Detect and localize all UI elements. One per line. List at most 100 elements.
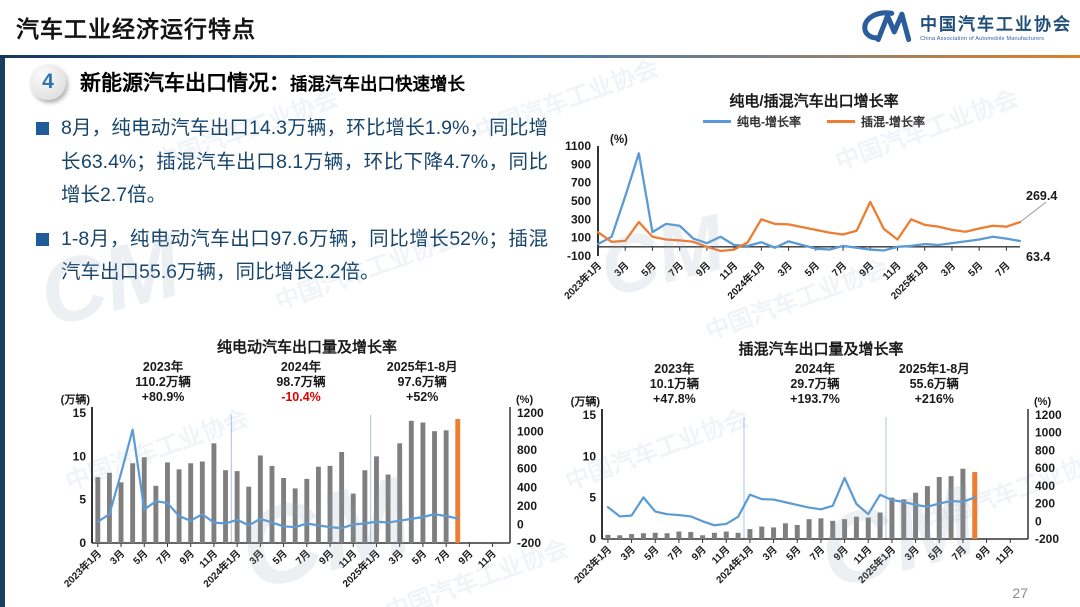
caam-logo: 中国汽车工业协会 China Association of Automobile…: [858, 5, 1072, 47]
page-number: 27: [1012, 585, 1028, 601]
svg-text:10: 10: [73, 449, 87, 463]
svg-text:15: 15: [583, 408, 597, 422]
svg-text:800: 800: [1035, 443, 1055, 457]
svg-text:600: 600: [1035, 461, 1055, 475]
svg-text:2024年: 2024年: [795, 361, 836, 376]
svg-text:5月: 5月: [966, 260, 985, 279]
svg-text:5月: 5月: [642, 544, 661, 563]
svg-text:200: 200: [517, 499, 537, 513]
svg-text:+216%: +216%: [915, 392, 954, 406]
svg-text:1000: 1000: [517, 425, 544, 439]
svg-text:9月: 9月: [857, 260, 876, 279]
svg-text:(%): (%): [610, 134, 628, 146]
svg-text:900: 900: [571, 157, 591, 171]
svg-text:+193.7%: +193.7%: [790, 392, 840, 406]
svg-text:5月: 5月: [131, 548, 150, 567]
svg-text:11月: 11月: [881, 260, 904, 283]
svg-text:7月: 7月: [293, 548, 312, 567]
svg-text:600: 600: [517, 462, 537, 476]
svg-text:97.6万辆: 97.6万辆: [398, 374, 448, 389]
svg-text:-100: -100: [567, 249, 591, 263]
legend-line-swatch: [703, 120, 731, 123]
svg-text:29.7万辆: 29.7万辆: [790, 376, 840, 391]
chart-export-growth-rate: 纯电/插混汽车出口增长率 纯电-增长率 插混-增长率 (%) 1100 900 700 5…: [552, 90, 1076, 315]
svg-text:7月: 7月: [808, 544, 827, 563]
svg-text:10.1万辆: 10.1万辆: [650, 376, 700, 391]
svg-text:(万辆): (万辆): [571, 394, 601, 408]
svg-text:5月: 5月: [802, 260, 821, 279]
svg-text:-10.4%: -10.4%: [281, 390, 321, 404]
svg-text:(万辆): (万辆): [61, 392, 91, 406]
svg-text:1000: 1000: [1035, 426, 1062, 440]
svg-text:2025年1-8月: 2025年1-8月: [387, 359, 458, 374]
svg-text:5月: 5月: [926, 544, 945, 563]
svg-text:1200: 1200: [1035, 408, 1062, 422]
svg-text:15: 15: [73, 406, 87, 420]
svg-text:7月: 7月: [433, 548, 452, 567]
series-纯电-增长率: [596, 152, 1022, 252]
svg-text:100: 100: [571, 231, 591, 245]
svg-text:3月: 3月: [386, 548, 405, 567]
svg-text:7月: 7月: [154, 548, 173, 567]
svg-text:11月: 11月: [476, 548, 499, 571]
svg-text:(%): (%): [1034, 396, 1051, 408]
svg-text:500: 500: [571, 194, 591, 208]
legend-line-swatch: [827, 120, 855, 123]
bullet-text: 8月，纯电动汽车出口14.3万辆，环比增长1.9%，同比增长63.4%；插混汽车…: [61, 117, 548, 207]
svg-text:3月: 3月: [939, 260, 958, 279]
section-heading: 新能源汽车出口情况：: [80, 72, 290, 95]
svg-text:11月: 11月: [717, 260, 740, 283]
svg-text:3月: 3月: [775, 260, 794, 279]
svg-text:9月: 9月: [689, 544, 708, 563]
growth-line: [96, 428, 459, 530]
svg-text:3月: 3月: [618, 544, 637, 563]
bullet-item: 8月，纯电动汽车出口14.3万辆，环比增长1.9%，同比增长63.4%；插混汽车…: [36, 112, 548, 213]
chart-phev-export-volume: 插混汽车出口量及增长率 (万辆) (%) 15 10 5 0 1200 1000 800 600 4…: [566, 338, 1076, 602]
svg-text:9月: 9月: [177, 548, 196, 567]
svg-text:63.4: 63.4: [1026, 250, 1050, 264]
svg-text:2023年1月: 2023年1月: [561, 259, 604, 302]
svg-text:9月: 9月: [694, 260, 713, 279]
svg-text:+52%: +52%: [406, 390, 438, 404]
svg-text:(%): (%): [516, 394, 533, 406]
legend-item: 插混-增长率: [827, 113, 925, 130]
svg-text:-200: -200: [1035, 532, 1059, 546]
svg-text:0: 0: [589, 532, 596, 546]
svg-text:3月: 3月: [612, 260, 631, 279]
svg-text:2023年: 2023年: [143, 359, 184, 374]
series-插混-增长率: [596, 200, 1022, 253]
chart-title: 纯电/插混汽车出口增长率: [729, 93, 899, 110]
bullet-marker-icon: [36, 232, 49, 246]
growth-line: [606, 476, 976, 527]
chart-bev-export-volume: 纯电动汽车出口量及增长率 (万辆) (%) 15 10 5 0 1200 1000 800 600…: [56, 336, 558, 606]
bullet-text: 1-8月，纯电动汽车出口97.6万辆，同比增长52%；插混汽车出口55.6万辆，…: [61, 227, 548, 284]
svg-text:5月: 5月: [410, 548, 429, 567]
combo-chart-canvas: (万辆) (%) 15 10 5 0 1200 1000 800 600 400 200 0 -200 20…: [61, 359, 544, 590]
caam-logo-name-cn: 中国汽车工业协会: [920, 15, 1072, 34]
bullet-item: 1-8月，纯电动汽车出口97.6万辆，同比增长52%；插混汽车出口55.6万辆，…: [36, 223, 548, 290]
legend-item: 纯电-增长率: [703, 113, 801, 130]
svg-text:0: 0: [79, 536, 86, 550]
svg-text:800: 800: [517, 443, 537, 457]
svg-text:3月: 3月: [108, 548, 127, 567]
caam-logo-icon: [862, 10, 912, 43]
combo-chart-canvas: (万辆) (%) 15 10 5 0 1200 1000 800 600 400 200 0 -200 20…: [571, 361, 1062, 586]
svg-text:400: 400: [517, 480, 537, 494]
svg-text:5月: 5月: [639, 260, 658, 279]
bullet-list: 8月，纯电动汽车出口14.3万辆，环比增长1.9%，同比增长63.4%；插混汽车…: [36, 112, 548, 300]
bars-group: [95, 419, 461, 543]
section-subheading: 插混汽车出口快速增长: [290, 74, 465, 94]
svg-text:9月: 9月: [317, 548, 336, 567]
bullet-marker-icon: [36, 122, 49, 135]
page-title: 汽车工业经济运行特点: [16, 16, 256, 42]
svg-text:5: 5: [589, 491, 596, 505]
section-number-badge: 4: [30, 64, 66, 100]
svg-text:9月: 9月: [456, 548, 475, 567]
section-heading-row: 4 新能源汽车出口情况：插混汽车出口快速增长: [30, 64, 465, 100]
svg-text:-200: -200: [517, 536, 541, 550]
bars-group: [605, 468, 978, 539]
svg-text:9月: 9月: [831, 544, 850, 563]
svg-text:269.4: 269.4: [1026, 189, 1057, 203]
